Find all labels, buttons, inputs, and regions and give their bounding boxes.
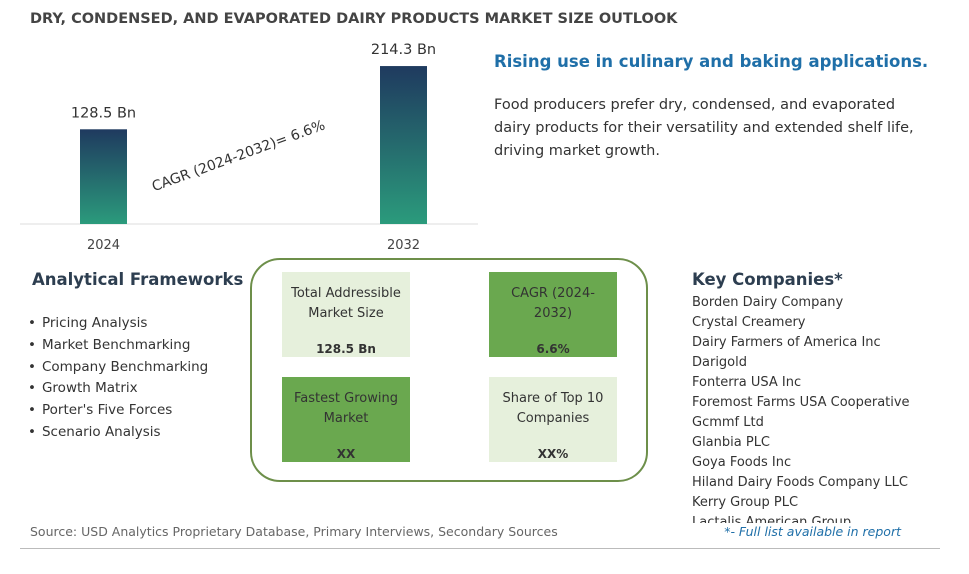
bullet: •: [28, 423, 36, 440]
box-value: XX: [336, 447, 356, 461]
cagr-annotation: CAGR (2024-2032)= 6.6%: [150, 117, 328, 195]
company: Dairy Farmers of America Inc: [692, 335, 881, 350]
bullet: •: [28, 380, 36, 397]
value-label: 128.5 Bn: [71, 105, 136, 121]
framework-item: • Scenario Analysis: [28, 422, 208, 444]
company: Gcmmf Ltd: [692, 415, 764, 430]
companies-title: Key Companies*: [692, 270, 843, 289]
company: Foremost Farms USA Cooperative: [692, 395, 910, 410]
x-tick-label: 2024: [87, 238, 120, 253]
source: Source: USD Analytics Proprietary Databa…: [30, 524, 558, 539]
box-label: Share of Top 10 Companies: [502, 391, 604, 426]
company: Goya Foods Inc: [692, 455, 792, 470]
summary-panel: [250, 258, 648, 482]
box-value: XX%: [537, 447, 569, 461]
company: Lactalis American Group: [692, 515, 852, 523]
framework-item: • Pricing Analysis: [28, 313, 208, 335]
headline: Rising use in culinary and baking applic…: [494, 52, 929, 71]
footer-rule: [20, 548, 940, 549]
company: Crystal Creamery: [692, 315, 806, 330]
company: Glanbia PLC: [692, 435, 771, 450]
summary-box: Fastest Growing Market XX: [282, 377, 410, 462]
companies-list: Borden Dairy Company Crystal Creamery Dair…: [692, 293, 910, 523]
summary-box: Total Addressible Market Size 128.5 Bn: [282, 272, 410, 357]
framework-item: • Company Benchmarking: [28, 357, 208, 379]
box-label: CAGR (2024-2032): [511, 286, 595, 321]
company: Kerry Group PLC: [692, 495, 799, 510]
summary-box: CAGR (2024-2032) 6.6%: [489, 272, 617, 357]
framework-item: • Growth Matrix: [28, 378, 208, 400]
bullet: •: [28, 358, 36, 375]
framework-text: Pricing Analysis: [41, 315, 148, 331]
framework-item: • Porter's Five Forces: [28, 400, 208, 422]
summary-box: Share of Top 10 Companies XX%: [489, 377, 617, 462]
chart: CAGR (2024-2032)= 6.6% 128.5 Bn 2024 214.3…: [20, 42, 478, 253]
bar: [380, 66, 427, 224]
box-label: Total Addressible Market Size: [291, 286, 401, 321]
footnote: *- Full list available in report: [724, 524, 901, 539]
frameworks-list: • Pricing Analysis • Market Benchmarking • Co…: [28, 313, 208, 444]
bar: [80, 129, 127, 224]
box-value: 128.5 Bn: [316, 342, 376, 356]
bullet: •: [28, 315, 36, 331]
framework-text: Scenario Analysis: [41, 423, 161, 440]
framework-text: Market Benchmarking: [41, 336, 191, 353]
bullet: •: [28, 402, 36, 419]
company: Borden Dairy Company: [692, 295, 844, 310]
description: Food producers prefer dry, condensed, an…: [494, 97, 914, 159]
frameworks-title: Analytical Frameworks: [32, 270, 244, 289]
framework-text: Porter's Five Forces: [41, 402, 173, 419]
x-tick-label: 2032: [387, 238, 420, 253]
company: Hiland Dairy Foods Company LLC: [692, 475, 908, 490]
company: Darigold: [692, 355, 748, 370]
box-value: 6.6%: [536, 342, 570, 356]
box-label: Fastest Growing Market: [294, 391, 398, 426]
framework-text: Company Benchmarking: [41, 358, 209, 375]
framework-item: • Market Benchmarking: [28, 335, 208, 357]
company: Fonterra USA Inc: [692, 375, 802, 390]
page-title: DRY, CONDENSED, AND EVAPORATED DAIRY PRO…: [30, 11, 678, 27]
bullet: •: [28, 336, 36, 353]
value-label: 214.3 Bn: [371, 42, 436, 58]
framework-text: Growth Matrix: [41, 380, 138, 397]
